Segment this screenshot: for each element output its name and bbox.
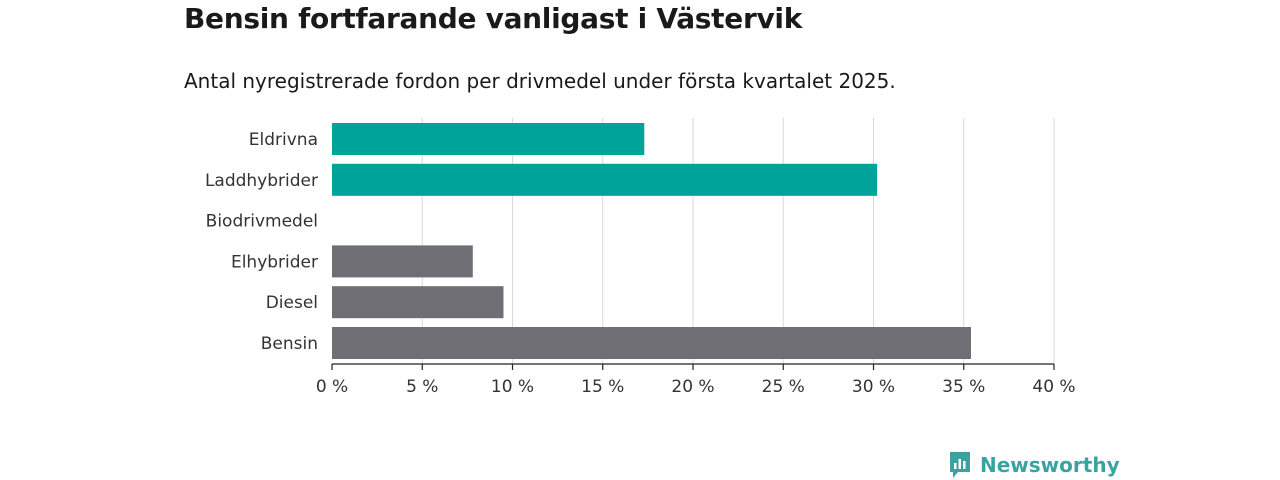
brand-name: Newsworthy (980, 453, 1120, 477)
category-label: Biodrivmedel (206, 212, 318, 232)
bars (332, 123, 971, 359)
x-tick-label: 10 % (491, 377, 534, 397)
x-tick-label: 15 % (581, 377, 624, 397)
category-label: Bensin (261, 334, 318, 354)
brand-logo: Newsworthy (948, 450, 1120, 480)
chart-subtitle: Antal nyregistrerade fordon per drivmede… (184, 69, 896, 93)
bar-elhybrider (332, 245, 473, 278)
category-label: Elhybrider (231, 252, 318, 272)
x-tick-label: 20 % (671, 377, 714, 397)
category-label: Laddhybrider (205, 171, 318, 191)
x-tick-label: 30 % (852, 377, 895, 397)
chart-title: Bensin fortfarande vanligast i Västervik (184, 2, 803, 35)
bar-bensin (332, 327, 971, 359)
bar-chart: Eldrivna Laddhybrider Biodrivmedel Elhybrid… (205, 118, 1076, 397)
bar-diesel (332, 286, 504, 319)
category-label: Eldrivna (249, 130, 318, 150)
category-label: Diesel (266, 293, 318, 313)
x-tick-label: 40 % (1032, 377, 1075, 397)
x-tick-label: 0 % (316, 377, 348, 397)
x-axis: 0 % 5 % 10 % 15 % 20 % 25 % 30 % 35 % 40 % (316, 363, 1076, 397)
gridlines (421, 118, 1055, 364)
x-tick-label: 5 % (406, 377, 438, 397)
x-tick-label: 25 % (762, 377, 805, 397)
bar-eldrivna (332, 123, 645, 155)
x-tick-label: 35 % (942, 377, 985, 397)
bar-laddhybrider (332, 163, 878, 196)
newsworthy-logo-icon (950, 452, 970, 478)
category-labels: Eldrivna Laddhybrider Biodrivmedel Elhybrid… (205, 130, 318, 354)
